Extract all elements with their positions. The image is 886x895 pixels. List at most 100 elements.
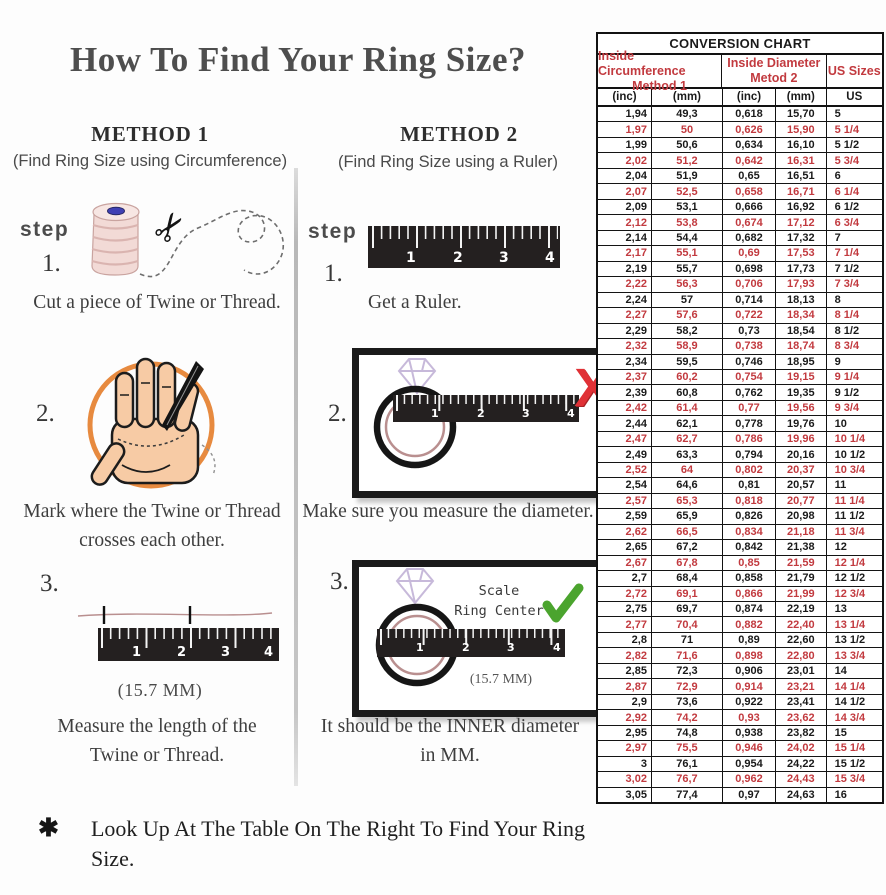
conversion-row: 2,9 73,6 0,922 23,41 14 1/2: [598, 694, 882, 711]
conversion-cell: 21,38: [776, 540, 827, 555]
conversion-cell: 18,95: [776, 354, 827, 369]
conversion-row: 2,65 67,2 0,842 21,38 12: [598, 540, 882, 556]
conversion-cell: 51,9: [652, 168, 723, 184]
conversion-cell: 2,34: [598, 354, 652, 369]
conversion-cell: 0,882: [723, 617, 777, 632]
conversion-cell: 13: [834, 603, 847, 616]
ruler-number: 3: [507, 641, 515, 654]
conversion-cell: 0,81: [723, 478, 777, 493]
conversion-cell: 2,87: [598, 679, 652, 694]
conversion-cell: 19,56: [776, 400, 827, 416]
method1-step2-number: 2.: [36, 400, 55, 427]
conversion-cell: 3,05: [598, 787, 652, 803]
conversion-cell: 11 3/4: [834, 525, 865, 538]
conversion-row: 2,75 69,7 0,874 22,19 13: [598, 602, 882, 618]
conversion-cell: 24,22: [776, 756, 827, 772]
method2-step3-line2: in MM.: [420, 745, 480, 766]
conversion-cell: 22,40: [776, 617, 827, 632]
conversion-cell: 5: [834, 108, 841, 121]
conversion-row: 2,67 67,8 0,85 21,59 12 1/4: [598, 555, 882, 572]
conversion-cell: 0,722: [723, 308, 777, 323]
conversion-cell: 58,2: [652, 323, 723, 339]
conversion-cell: 61,4: [652, 400, 723, 416]
conversion-row: 2,04 51,9 0,65 16,51 6: [598, 168, 882, 185]
ruler-number: 3: [221, 645, 230, 660]
conversion-cell: 15 1/2: [834, 757, 866, 770]
conversion-cell: 0,634: [723, 137, 777, 153]
conversion-row: 2,09 53,1 0,666 16,92 6 1/2: [598, 199, 882, 216]
conversion-cell: 57: [652, 292, 723, 308]
method1-step3-text: Measure the length of the Twine or Threa…: [18, 712, 296, 770]
page-title: How To Find Your Ring Size?: [70, 40, 526, 79]
group-header-diameter: Inside Diameter Metod 2: [722, 55, 827, 87]
ruler-number: 3: [522, 407, 530, 420]
conversion-cell: 7: [834, 231, 841, 244]
conversion-cell: 2,14: [598, 230, 652, 246]
conversion-cell: 0,922: [723, 694, 777, 710]
conversion-cell: 17,73: [776, 261, 827, 277]
conversion-cell: 69,7: [652, 602, 723, 617]
group-header-line: Method 1: [632, 78, 687, 93]
conversion-row: 2,19 55,7 0,698 17,73 7 1/2: [598, 261, 882, 278]
conversion-cell: 11 1/4: [834, 494, 865, 507]
method1-step-label: step: [20, 218, 70, 241]
conversion-cell: 2,95: [598, 725, 652, 741]
conversion-row: 2,12 53,8 0,674 17,12 6 3/4: [598, 215, 882, 231]
conversion-chart-title: CONVERSION CHART: [598, 34, 882, 55]
unit-header: (inc): [723, 89, 777, 105]
conversion-cell: 15 1/4: [834, 742, 866, 755]
method2-step2-number: 2.: [328, 400, 347, 427]
conversion-cell: 53,8: [652, 215, 723, 230]
ring-outline: [373, 385, 457, 469]
conversion-cell: 2,07: [598, 184, 652, 199]
conversion-cell: 2,92: [598, 710, 652, 725]
conversion-row: 2,77 70,4 0,882 22,40 13 1/4: [598, 617, 882, 633]
conversion-cell: 10: [834, 417, 847, 430]
conversion-cell: 0,73: [723, 323, 777, 339]
conversion-cell: 6 1/2: [834, 201, 860, 214]
conversion-row: 2,82 71,6 0,898 22,80 13 3/4: [598, 648, 882, 664]
conversion-cell: 2,67: [598, 555, 652, 571]
asterisk-icon: ✱: [38, 815, 59, 842]
conversion-cell: 0,874: [723, 602, 777, 617]
conversion-cell: 2,57: [598, 493, 652, 509]
method1-subheading: (Find Ring Size using Circumference): [12, 152, 288, 170]
method1-step3-line2: Twine or Thread.: [89, 745, 225, 766]
conversion-cell: 20,37: [776, 462, 827, 478]
ruler-number: 4: [264, 645, 273, 660]
conversion-cell: 20,98: [776, 509, 827, 524]
conversion-cell: 18,34: [776, 308, 827, 323]
conversion-cell: 2,17: [598, 246, 652, 261]
conversion-cell: 12 1/4: [834, 556, 866, 569]
conversion-cell: 55,1: [652, 246, 723, 261]
conversion-cell: 23,82: [776, 725, 827, 741]
conversion-cell: 0,778: [723, 416, 777, 431]
scale-label-line1: Scale: [479, 583, 520, 599]
conversion-cell: 15,90: [776, 122, 827, 137]
conversion-cell: 0,914: [723, 679, 777, 694]
conversion-cell: 0,818: [723, 493, 777, 509]
conversion-cell: 2,29: [598, 323, 652, 339]
conversion-cell: 0,962: [723, 772, 777, 787]
ruler-number: 2: [453, 250, 463, 266]
conversion-cell: 2,39: [598, 385, 652, 400]
conversion-cell: 8 1/4: [834, 309, 860, 322]
conversion-row: 2,24 57 0,714 18,13 8: [598, 292, 882, 309]
method1-step2-text: Mark where the Twine or Thread crosses e…: [8, 497, 296, 555]
conversion-cell: 2,37: [598, 369, 652, 385]
conversion-cell: 21,59: [776, 555, 827, 571]
unit-header: (inc): [598, 89, 652, 105]
conversion-cell: 17,12: [776, 215, 827, 230]
conversion-cell: 14 1/4: [834, 680, 866, 693]
conversion-cell: 23,62: [776, 710, 827, 725]
conversion-cell: 12 1/2: [834, 572, 866, 585]
scissors-icon: ✂: [144, 203, 197, 253]
conversion-cell: 19,15: [776, 369, 827, 385]
conversion-cell: 14 3/4: [834, 711, 866, 724]
conversion-row: 2,37 60,2 0,754 19,15 9 1/4: [598, 369, 882, 386]
conversion-cell: 18,13: [776, 292, 827, 308]
conversion-cell: 11 1/2: [834, 510, 865, 523]
conversion-cell: 0,89: [723, 632, 777, 648]
conversion-row: 3 76,1 0,954 24,22 15 1/2: [598, 756, 882, 773]
